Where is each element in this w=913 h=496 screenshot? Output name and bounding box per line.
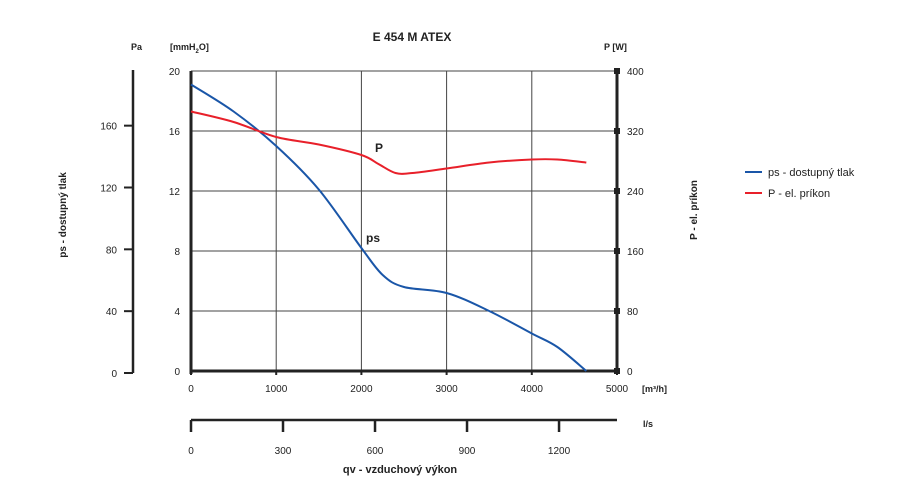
right-tick-label: 320 bbox=[627, 127, 644, 138]
x2-tick-label: 600 bbox=[367, 446, 384, 457]
x-axis-label: qv - vzduchový výkon bbox=[343, 464, 458, 476]
pa-tick-label: 40 bbox=[106, 307, 118, 318]
legend: ps - dostupný tlak P - el. príkon bbox=[745, 167, 855, 200]
left-tick-label: 4 bbox=[174, 307, 180, 318]
right-tick-label: 80 bbox=[627, 307, 639, 318]
right-tick bbox=[614, 368, 620, 374]
right-tick-label: 160 bbox=[627, 247, 644, 258]
series-label-p: P bbox=[375, 141, 383, 155]
left-tick-label: 20 bbox=[169, 67, 181, 78]
right-tick bbox=[614, 188, 620, 194]
left-axis-unit: [mmH2O] bbox=[170, 42, 209, 55]
right-axis-unit: P [W] bbox=[604, 42, 627, 52]
right-tick bbox=[614, 68, 620, 74]
pa-tick-label: 80 bbox=[106, 245, 118, 256]
x-tick-label: 1000 bbox=[265, 384, 288, 395]
x2-tick-label: 0 bbox=[188, 446, 194, 457]
pa-tick-label: 120 bbox=[100, 183, 117, 194]
pa-axis-unit: Pa bbox=[131, 42, 143, 52]
x-tick-label: 2000 bbox=[350, 384, 373, 395]
series-line-ps bbox=[190, 83, 587, 372]
right-tick-label: 0 bbox=[627, 367, 633, 378]
right-tick bbox=[614, 128, 620, 134]
x2-tick-label: 1200 bbox=[548, 446, 571, 457]
left-tick-label: 12 bbox=[169, 187, 181, 198]
pa-tick-label: 0 bbox=[111, 369, 117, 380]
right-tick bbox=[614, 248, 620, 254]
x-tick-label: 0 bbox=[188, 384, 194, 395]
pa-axis-label: ps - dostupný tlak bbox=[58, 172, 69, 258]
x-tick-label: 5000 bbox=[606, 384, 629, 395]
x2-tick-label: 300 bbox=[275, 446, 292, 457]
pa-tick-label: 160 bbox=[100, 122, 117, 133]
left-tick-label: 8 bbox=[174, 247, 180, 258]
left-tick-label: 0 bbox=[174, 367, 180, 378]
x2-axis-unit: l/s bbox=[643, 419, 653, 429]
x2-tick-label: 900 bbox=[459, 446, 476, 457]
x-tick-label: 4000 bbox=[521, 384, 544, 395]
series-label-ps: ps bbox=[366, 231, 380, 245]
legend-label-p: P - el. príkon bbox=[768, 188, 830, 200]
right-tick-label: 400 bbox=[627, 67, 644, 78]
chart-title: E 454 M ATEX bbox=[373, 30, 452, 44]
legend-label-ps: ps - dostupný tlak bbox=[768, 167, 855, 179]
left-tick-label: 16 bbox=[169, 127, 181, 138]
series-line-p bbox=[190, 110, 587, 175]
x-axis-unit: [m³/h] bbox=[642, 384, 667, 394]
right-tick bbox=[614, 308, 620, 314]
x-tick-label: 3000 bbox=[435, 384, 458, 395]
right-tick-label: 240 bbox=[627, 187, 644, 198]
right-axis-label: P - el. príkon bbox=[689, 180, 700, 240]
